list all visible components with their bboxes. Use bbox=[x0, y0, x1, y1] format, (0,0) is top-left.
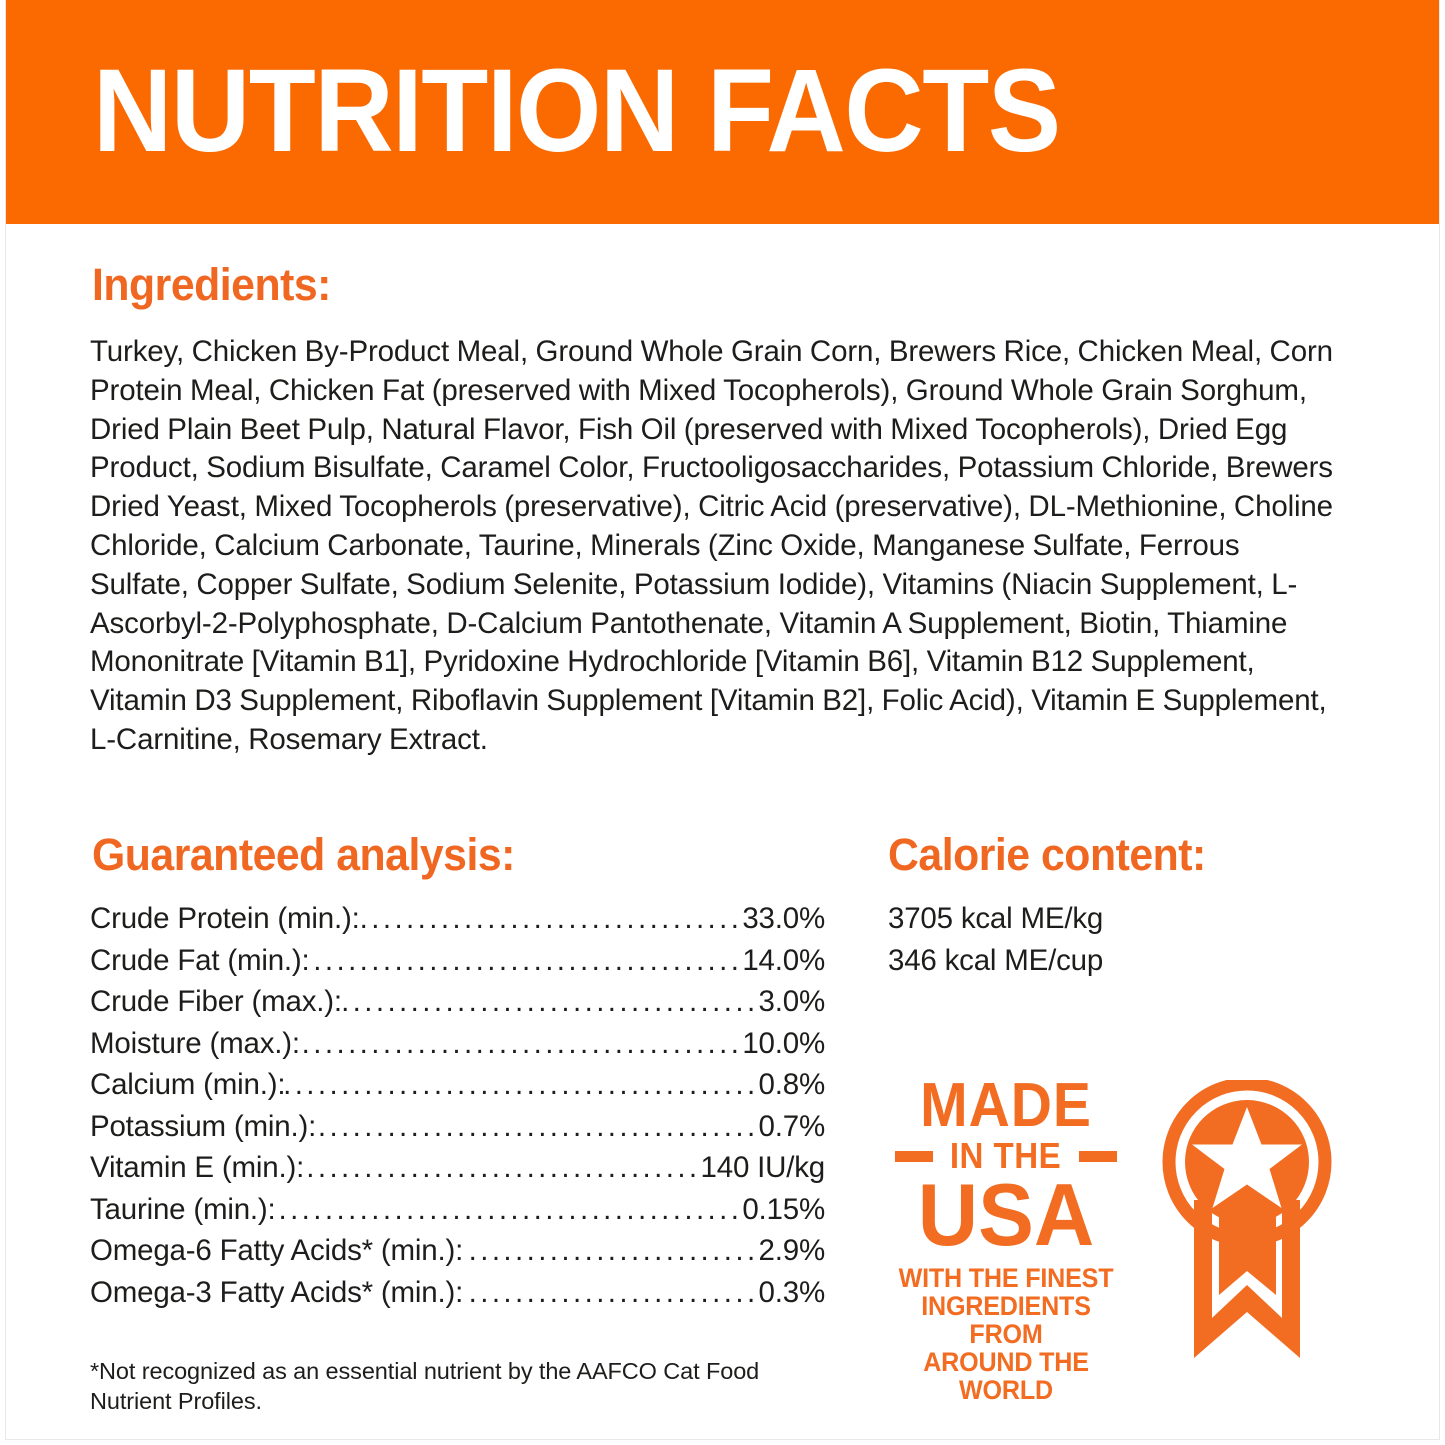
dot-leader: ........................................… bbox=[359, 902, 743, 935]
nutrient-label: Crude Fat (min.): bbox=[90, 943, 310, 977]
badge-line-usa: USA bbox=[917, 1165, 1095, 1264]
ingredients-text: Turkey, Chicken By-Product Meal, Ground … bbox=[90, 335, 1333, 756]
table-row: Potassium (min.): ......................… bbox=[90, 1106, 825, 1148]
nutrient-label: Taurine (min.): bbox=[90, 1192, 276, 1226]
nutrient-label: Crude Fiber (max.): bbox=[90, 985, 342, 1018]
badge-subtext: WITH THE FINEST INGREDIENTS FROM AROUND … bbox=[881, 1264, 1130, 1404]
medal-ribbon-icon bbox=[1162, 1080, 1332, 1358]
dot-leader: ........................................… bbox=[285, 1068, 759, 1101]
dash-left-icon bbox=[895, 1150, 934, 1162]
dot-leader: ........................................… bbox=[463, 1275, 759, 1309]
calorie-line: 346 kcal ME/cup bbox=[888, 943, 1104, 977]
nutrient-label: Potassium (min.): bbox=[90, 1109, 317, 1143]
dot-leader: ........................................… bbox=[310, 943, 743, 977]
guaranteed-analysis-table: Crude Protein (min.): ..................… bbox=[90, 898, 825, 1313]
dot-leader: ........................................… bbox=[276, 1192, 743, 1226]
table-row: Vitamin E (min.): ......................… bbox=[90, 1147, 825, 1189]
table-row: Crude Fiber (max.): ....................… bbox=[90, 981, 825, 1023]
calorie-content-values: 3705 kcal ME/kg 346 kcal ME/cup bbox=[888, 898, 1103, 981]
dot-leader: ........................................… bbox=[316, 1109, 759, 1143]
dot-leader: ........................................… bbox=[463, 1234, 759, 1267]
made-in-usa-text: MADE IN THE USA WITH THE FINEST INGREDIE… bbox=[872, 1071, 1140, 1404]
nutrient-label: Calcium (min.): bbox=[90, 1068, 286, 1101]
nutrient-label: Omega-3 Fatty Acids* (min.): bbox=[90, 1275, 464, 1309]
header-banner: NUTRITION FACTS bbox=[5, 0, 1440, 224]
badge-subtext-line3: AROUND THE WORLD bbox=[923, 1347, 1089, 1405]
badge-subtext-line2: INGREDIENTS FROM bbox=[921, 1291, 1091, 1349]
nutrient-label: Crude Protein (min.): bbox=[90, 902, 360, 935]
table-row: Omega-6 Fatty Acids* (min.): ...........… bbox=[90, 1230, 825, 1272]
table-row: Taurine (min.): ........................… bbox=[90, 1189, 825, 1231]
nutrient-value: 0.15% bbox=[742, 1192, 825, 1226]
nutrient-value: 33.0% bbox=[742, 902, 825, 935]
table-row: Omega-3 Fatty Acids* (min.): ...........… bbox=[90, 1272, 825, 1314]
table-row: Crude Fat (min.): ......................… bbox=[90, 940, 825, 982]
nutrient-value: 140 IU/kg bbox=[700, 1151, 825, 1184]
calorie-content-heading: Calorie content: bbox=[888, 829, 1206, 880]
nutrient-label: Omega-6 Fatty Acids* (min.): bbox=[90, 1234, 464, 1267]
nutrient-label: Vitamin E (min.): bbox=[90, 1151, 305, 1184]
nutrient-value: 2.9% bbox=[758, 1234, 825, 1267]
nutrient-value: 14.0% bbox=[742, 943, 825, 977]
badge-subtext-line1: WITH THE FINEST bbox=[898, 1263, 1114, 1293]
nutrient-value: 0.3% bbox=[758, 1275, 825, 1309]
table-row: Crude Protein (min.): ..................… bbox=[90, 898, 825, 940]
dot-leader: ........................................… bbox=[341, 985, 759, 1018]
badge-line-made: MADE bbox=[920, 1071, 1092, 1140]
dot-leader: ........................................… bbox=[304, 1151, 701, 1184]
page-title: NUTRITION FACTS bbox=[93, 45, 1061, 177]
badge-line-in-the-row: IN THE bbox=[872, 1138, 1140, 1174]
table-row: Calcium (min.): ........................… bbox=[90, 1064, 825, 1106]
nutrient-value: 0.8% bbox=[758, 1068, 825, 1101]
guaranteed-analysis-heading: Guaranteed analysis: bbox=[92, 829, 515, 880]
dash-right-icon bbox=[1078, 1150, 1117, 1162]
nutrient-value: 3.0% bbox=[758, 985, 825, 1018]
dot-leader: ........................................… bbox=[300, 1026, 743, 1060]
nutrient-label: Moisture (max.): bbox=[90, 1026, 300, 1060]
calorie-line: 3705 kcal ME/kg bbox=[888, 902, 1104, 935]
table-row: Moisture (max.): .......................… bbox=[90, 1023, 825, 1065]
nutrient-value: 10.0% bbox=[742, 1026, 825, 1060]
nutrient-value: 0.7% bbox=[758, 1109, 825, 1143]
ingredients-heading: Ingredients: bbox=[92, 259, 331, 310]
badge-line-in-the: IN THE bbox=[950, 1135, 1062, 1176]
made-in-usa-badge: MADE IN THE USA WITH THE FINEST INGREDIE… bbox=[872, 1075, 1340, 1404]
footnote-text: *Not recognized as an essential nutrient… bbox=[90, 1358, 760, 1414]
